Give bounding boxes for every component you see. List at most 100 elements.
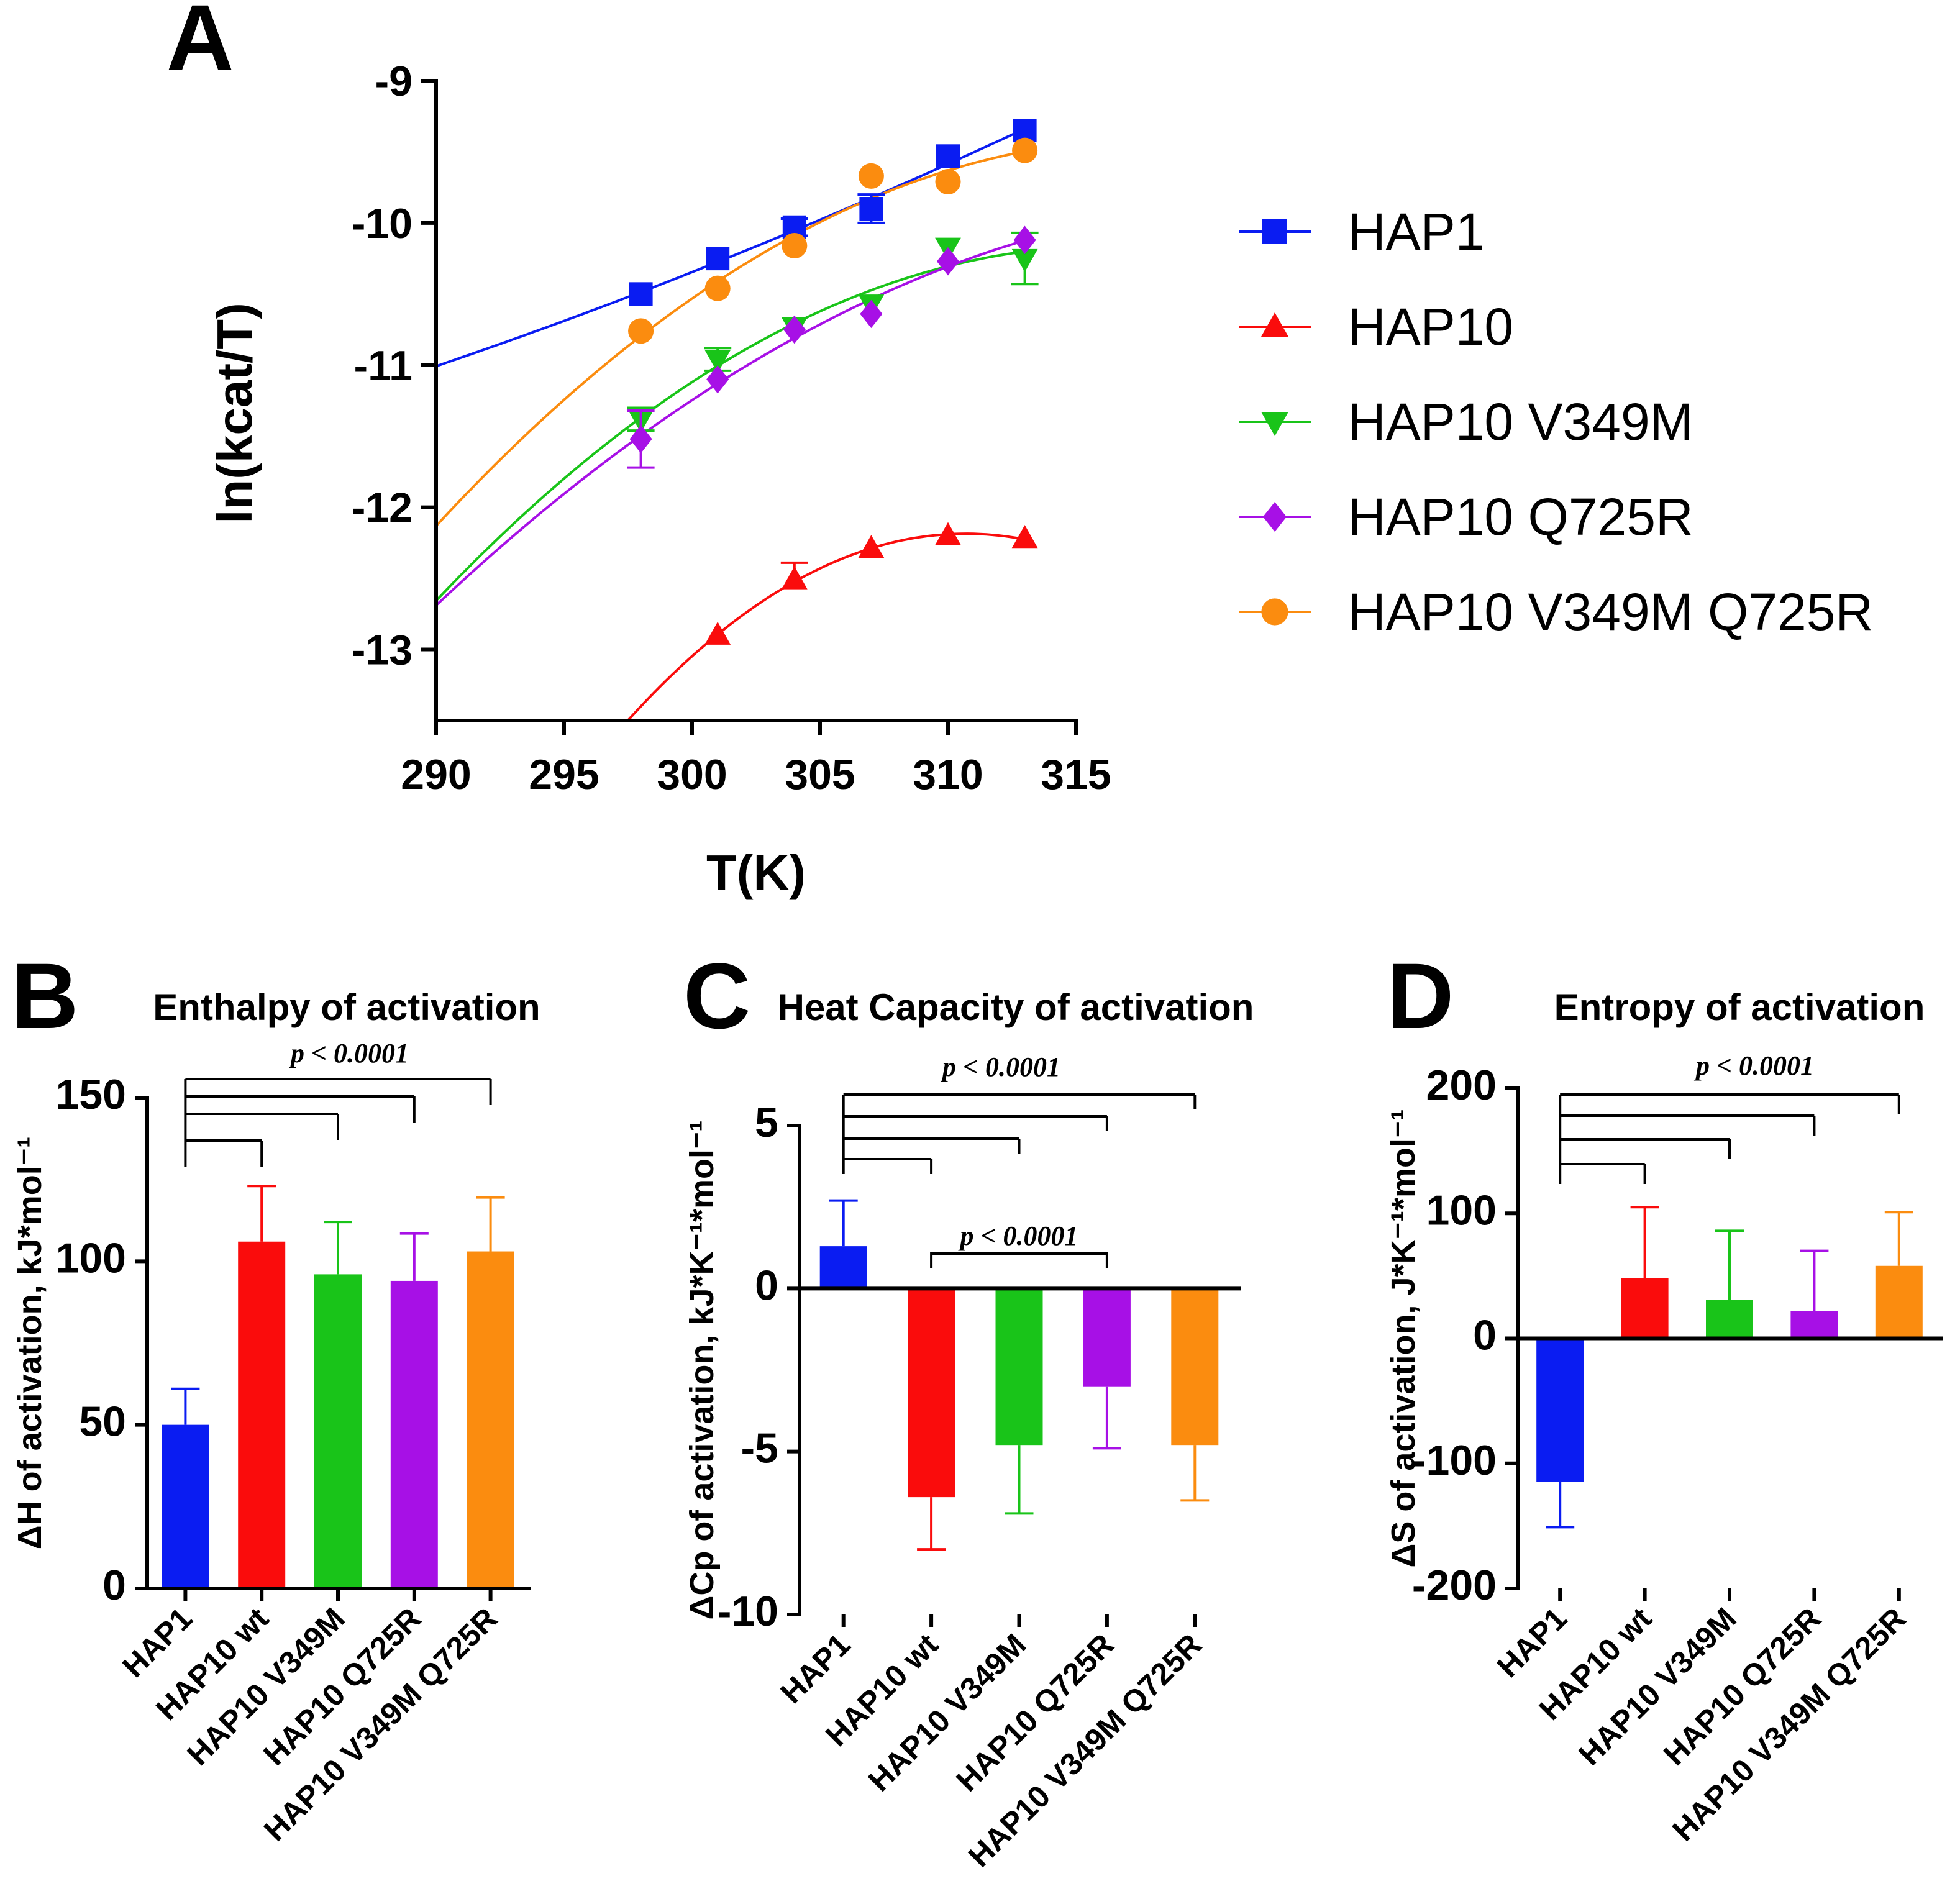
bar-hap10-v349m xyxy=(1706,1300,1753,1339)
legend-marker-circle xyxy=(1261,598,1288,626)
panel-a-scatter-chart: A -9 -10 -11 -12 -13 290 295 300 305 310 315 T(K) ln(… xyxy=(166,0,1873,900)
y-tick-label: 0 xyxy=(755,1262,778,1309)
significance-bracket-group: p < 0.0001 xyxy=(842,1052,1197,1174)
legend-label: HAP10 V349M xyxy=(1348,393,1693,451)
data-point-hap10-v349m xyxy=(704,350,731,373)
y-axis-label: ln(kcat/T) xyxy=(207,303,262,524)
data-point-hap10 xyxy=(858,535,885,558)
data-point-hap10-q725r xyxy=(629,425,652,453)
fit-line-hap1 xyxy=(436,127,1026,368)
y-tick-label: -100 xyxy=(1412,1437,1497,1484)
y-tick-label: -5 xyxy=(741,1425,778,1472)
x-tick-label: 290 xyxy=(401,751,471,798)
y-tick-label: 100 xyxy=(1426,1186,1497,1234)
y-tick-label: -10 xyxy=(352,200,413,247)
data-point-hap10-q725r xyxy=(1013,225,1036,255)
x-tick-label: 300 xyxy=(657,751,727,798)
data-point-hap10-v349m-q725r xyxy=(1012,137,1038,163)
legend-label: HAP10 V349M Q725R xyxy=(1348,583,1873,641)
panel-c-bar-chart: C Heat Capacity of activation50-5-10HAP1H… xyxy=(683,944,1254,1874)
bar-hap1 xyxy=(1536,1338,1584,1482)
y-tick-label: 5 xyxy=(755,1099,778,1146)
category-label-hap1: HAP1 xyxy=(1490,1601,1574,1684)
y-tick-label: 200 xyxy=(1426,1062,1497,1109)
legend-item-hap10-v349m-q725r: HAP10 V349M Q725R xyxy=(1239,583,1873,641)
x-tick-label: 305 xyxy=(785,751,855,798)
y-tick-label: 150 xyxy=(56,1071,126,1118)
y-tick-label: -10 xyxy=(718,1588,778,1635)
p-value-label: p < 0.0001 xyxy=(288,1038,409,1068)
significance-bracket-group: p < 0.0001 xyxy=(930,1221,1108,1268)
significance-bracket-group: p < 0.0001 xyxy=(184,1038,492,1167)
data-point-hap1 xyxy=(629,282,653,306)
bar-hap1 xyxy=(162,1424,209,1588)
panel-b-letter: B xyxy=(11,944,78,1048)
y-tick-label: -11 xyxy=(353,342,413,389)
panel-title: Entropy of activation xyxy=(1554,986,1925,1028)
bar-hap10-q725r xyxy=(390,1280,438,1588)
panel-b-bar-chart: B Enthalpy of activation050100150HAP1HAP1… xyxy=(11,944,540,1847)
data-point-hap10 xyxy=(781,566,808,590)
bar-hap10-v349m xyxy=(314,1274,362,1588)
y-tick-label: -200 xyxy=(1412,1562,1497,1609)
data-point-hap10-v349m-q725r xyxy=(858,163,884,189)
data-point-hap10-q725r xyxy=(783,315,806,344)
data-point-hap1 xyxy=(936,144,960,168)
data-point-hap10-v349m-q725r xyxy=(782,232,808,259)
bar-hap10-v349m-q725r xyxy=(1171,1288,1219,1446)
data-point-hap10-v349m xyxy=(1011,248,1038,272)
legend-item-hap10: HAP10 xyxy=(1239,298,1513,356)
panel-d-letter: D xyxy=(1387,944,1454,1048)
panel-d-bar-chart: D Entropy of activation 200 100 0 -100 -200HAP… xyxy=(1385,944,1943,1847)
x-tick-label: 295 xyxy=(529,751,599,798)
y-tick-label: -13 xyxy=(352,627,413,674)
bar-hap10-wt xyxy=(238,1241,286,1588)
category-label-hap10-v349m: HAP10 V349M xyxy=(862,1627,1032,1798)
data-point-hap10 xyxy=(935,522,961,545)
panel-c-letter: C xyxy=(683,944,750,1048)
bar-hap10-q725r xyxy=(1790,1311,1838,1339)
y-axis-label: ΔCp of activation, kJ*K⁻¹*mol⁻¹ xyxy=(683,1121,721,1620)
legend-marker-triangle-down xyxy=(1261,412,1288,436)
fit-line-hap10-v349m-q725r xyxy=(436,150,1025,527)
y-tick-label: 0 xyxy=(1473,1312,1497,1359)
data-point-hap10-q725r xyxy=(706,365,729,394)
significance-bracket-group: p < 0.0001 xyxy=(1559,1050,1900,1184)
bar-hap10-wt xyxy=(1621,1278,1669,1339)
p-value-label: p < 0.0001 xyxy=(940,1052,1060,1082)
y-tick-label: -9 xyxy=(375,58,413,105)
y-tick-label: -12 xyxy=(352,485,413,532)
bar-hap10-wt xyxy=(908,1288,955,1498)
bar-hap10-v349m xyxy=(995,1288,1043,1446)
data-point-hap1 xyxy=(706,247,730,271)
category-label-hap10-q725r: HAP10 Q725R xyxy=(949,1627,1120,1798)
legend-label: HAP1 xyxy=(1348,203,1484,261)
legend-item-hap1: HAP1 xyxy=(1239,203,1484,261)
bar-hap10-v349m-q725r xyxy=(1875,1265,1923,1339)
legend-label: HAP10 Q725R xyxy=(1348,488,1693,546)
panel-a-letter: A xyxy=(166,0,234,89)
bracket-line xyxy=(930,1252,1108,1268)
legend-label: HAP10 xyxy=(1348,298,1513,356)
data-point-hap10-v349m-q725r xyxy=(935,168,961,195)
x-tick-label: 315 xyxy=(1041,751,1111,798)
legend-item-hap10-v349m: HAP10 V349M xyxy=(1239,393,1693,451)
data-point-hap1 xyxy=(859,197,883,221)
y-tick-label: 0 xyxy=(103,1562,126,1609)
fit-line-hap10-v349m xyxy=(436,250,1025,602)
data-point-hap10 xyxy=(1011,525,1038,549)
y-tick-label: 100 xyxy=(56,1234,126,1282)
p-value-label: p < 0.0001 xyxy=(1693,1050,1814,1081)
y-axis-label: ΔH of activation, kJ*mol⁻¹ xyxy=(11,1137,48,1549)
legend-marker-diamond xyxy=(1263,502,1287,532)
data-point-hap10-v349m-q725r xyxy=(704,275,731,301)
category-label-hap1: HAP1 xyxy=(774,1627,857,1710)
bar-hap10-q725r xyxy=(1083,1288,1131,1387)
data-point-hap10-q725r xyxy=(936,247,960,276)
fit-line-hap10-q725r xyxy=(436,239,1026,606)
p-value-label: p < 0.0001 xyxy=(957,1221,1078,1251)
x-tick-label: 310 xyxy=(913,751,983,798)
data-point-hap10 xyxy=(704,621,731,645)
legend-marker-triangle-up xyxy=(1261,312,1288,337)
legend-item-hap10-q725r: HAP10 Q725R xyxy=(1239,488,1693,546)
